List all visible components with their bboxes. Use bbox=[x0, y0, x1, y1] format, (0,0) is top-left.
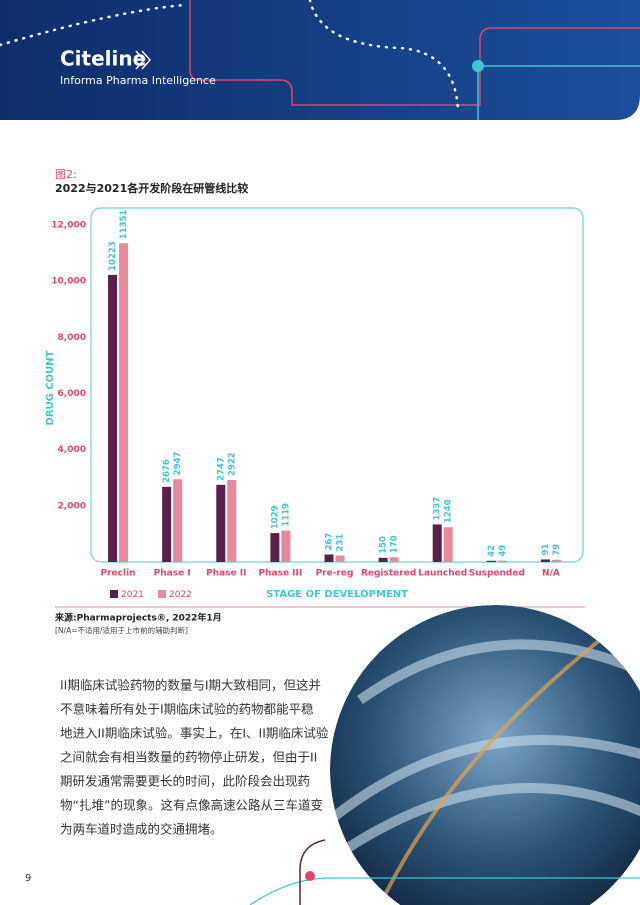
brand-icon bbox=[135, 50, 152, 70]
value-label: 2676 bbox=[162, 459, 172, 483]
value-label: 1029 bbox=[270, 505, 280, 529]
bar bbox=[162, 486, 172, 562]
x-tick-label: Registered bbox=[361, 569, 416, 579]
value-label: 79 bbox=[552, 544, 562, 556]
photo bbox=[330, 605, 640, 905]
y-tick-label: 6,000 bbox=[58, 389, 86, 399]
paragraph-line: 物“扎堆”的现象。这有点像高速公路从三车道变 bbox=[60, 798, 323, 813]
y-axis-label: DRUG COUNT bbox=[45, 350, 56, 425]
paragraph-line: 期研发通常需要更长的时间，此阶段会出现药 bbox=[60, 774, 310, 789]
value-label: 2747 bbox=[216, 457, 226, 481]
y-tick-label: 4,000 bbox=[58, 445, 86, 455]
value-label: 231 bbox=[336, 534, 346, 552]
bar bbox=[378, 557, 388, 562]
bar bbox=[551, 559, 561, 562]
bar bbox=[119, 243, 129, 563]
value-label: 42 bbox=[487, 545, 497, 557]
bar bbox=[389, 557, 399, 562]
legend-swatch bbox=[158, 590, 166, 598]
bar bbox=[216, 484, 226, 562]
decor-line bbox=[477, 65, 640, 120]
decor-line bbox=[249, 877, 640, 905]
bar bbox=[173, 479, 183, 562]
bar bbox=[443, 527, 453, 562]
value-label: 10223 bbox=[108, 241, 118, 271]
legend-swatch bbox=[110, 590, 118, 598]
y-tick-label: 2,000 bbox=[58, 501, 86, 511]
bar bbox=[324, 554, 334, 562]
x-axis-label: STAGE OF DEVELOPMENT bbox=[266, 589, 408, 600]
figure-label: 图2: bbox=[55, 168, 77, 181]
value-label: 2922 bbox=[227, 452, 237, 476]
y-tick-label: 8,000 bbox=[58, 333, 86, 343]
y-tick-label: 10,000 bbox=[51, 277, 86, 287]
paragraph-line: 地进入II期临床试验。事实上，在I、II期临床试验 bbox=[60, 726, 329, 741]
value-label: 1240 bbox=[444, 499, 454, 523]
bar bbox=[540, 559, 550, 562]
x-tick-label: Phase II bbox=[206, 569, 246, 579]
value-label: 170 bbox=[390, 535, 400, 553]
decor-line bbox=[299, 839, 326, 905]
x-tick-label: Phase III bbox=[259, 569, 303, 579]
value-label: 2947 bbox=[173, 451, 183, 475]
x-tick-label: Preclin bbox=[101, 569, 136, 579]
bar bbox=[108, 274, 118, 562]
x-tick-label: Phase I bbox=[154, 569, 191, 579]
source: 来源:Pharmaprojects®, 2022年1月 bbox=[54, 612, 222, 624]
paragraph-line: 为两车道时造成的交通拥堵。 bbox=[60, 822, 223, 837]
legend-label: 2021 bbox=[121, 590, 144, 600]
paragraph-line: 不意味着所有处于I期临床试验的药物都能平稳 bbox=[60, 702, 314, 717]
x-tick-label: Launched bbox=[418, 569, 467, 579]
bar bbox=[432, 524, 442, 562]
note: [N/A=不适用/适用于上市前的辅助判断] bbox=[55, 625, 188, 635]
value-label: 49 bbox=[498, 545, 508, 557]
value-label: 1119 bbox=[281, 503, 291, 527]
legend-label: 2022 bbox=[169, 590, 192, 600]
value-label: 150 bbox=[379, 536, 389, 554]
bar bbox=[281, 530, 291, 562]
value-label: 267 bbox=[325, 533, 335, 551]
bar bbox=[270, 533, 280, 562]
photo-bg bbox=[330, 605, 640, 905]
brand: Citeline bbox=[60, 47, 146, 71]
decor-dot bbox=[305, 871, 315, 881]
x-tick-label: Suspended bbox=[469, 569, 525, 579]
value-label: 1337 bbox=[433, 497, 443, 521]
value-label: 91 bbox=[541, 544, 551, 556]
bar bbox=[497, 560, 507, 562]
bar bbox=[486, 560, 496, 562]
chart-title: 2022与2021各开发阶段在研管线比较 bbox=[55, 181, 248, 195]
paragraph-line: II期临床试验药物的数量与I期大致相同，但这并 bbox=[60, 678, 321, 693]
paragraph-line: 之间就会有相当数量的药物停止研发，但由于II bbox=[60, 750, 317, 765]
photo-lights bbox=[378, 638, 602, 905]
bar bbox=[227, 479, 237, 562]
x-tick-label: Pre-reg bbox=[316, 569, 354, 579]
value-label: 11351 bbox=[119, 210, 129, 240]
x-tick-label: N/A bbox=[542, 569, 560, 579]
decor-dot bbox=[472, 60, 484, 72]
page-number: 9 bbox=[25, 873, 31, 884]
bar bbox=[335, 555, 345, 562]
y-tick-label: 12,000 bbox=[51, 221, 86, 231]
decor-line bbox=[189, 0, 640, 106]
brand-subtitle: Informa Pharma Intelligence bbox=[60, 74, 216, 87]
